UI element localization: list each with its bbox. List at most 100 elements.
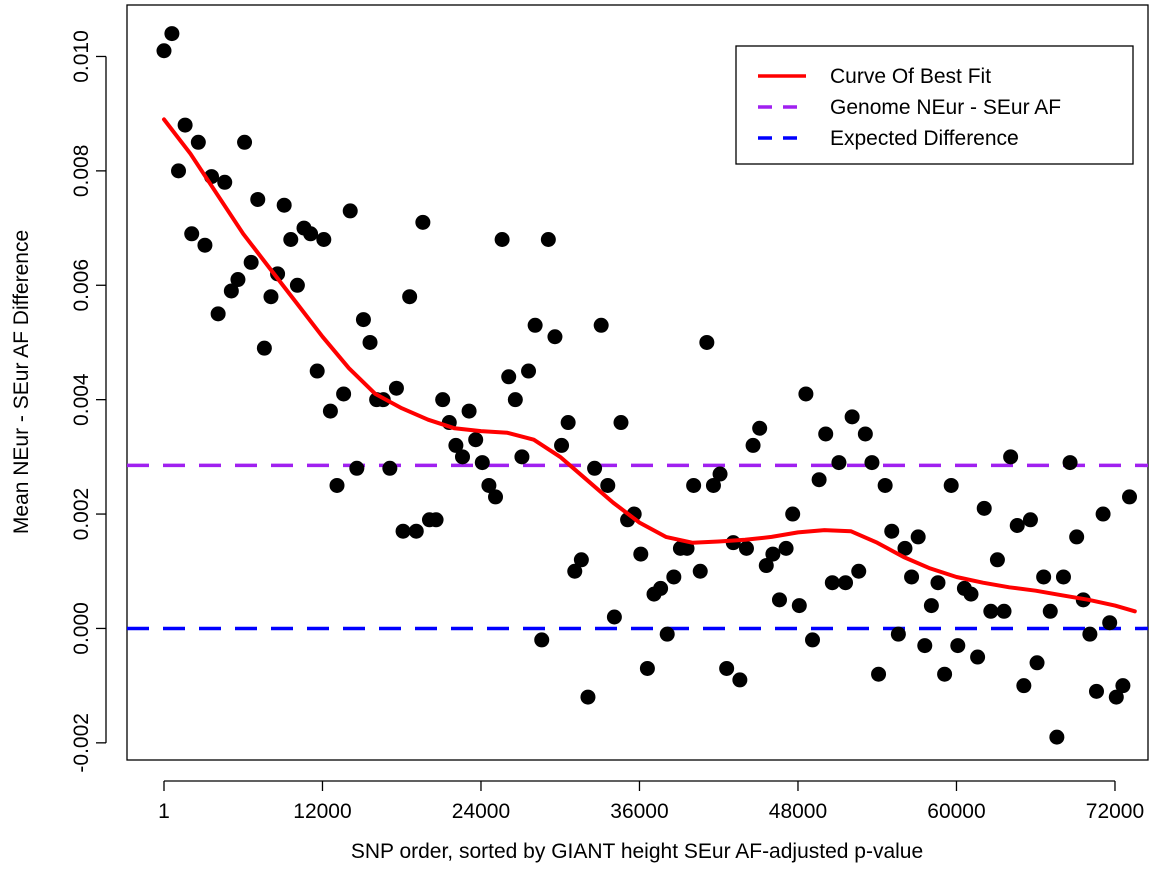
data-point	[890, 626, 906, 642]
data-point	[1122, 489, 1138, 505]
data-point	[1069, 529, 1085, 545]
data-point	[864, 455, 880, 471]
data-point	[263, 289, 279, 305]
data-point	[355, 312, 371, 328]
data-point	[534, 632, 550, 648]
data-point	[989, 552, 1005, 568]
data-point	[976, 500, 992, 516]
data-point	[1062, 455, 1078, 471]
data-point	[805, 632, 821, 648]
data-point	[791, 598, 807, 614]
data-point	[540, 232, 556, 248]
data-point	[428, 512, 444, 528]
x-tick-label: 24000	[452, 800, 510, 823]
data-point	[745, 437, 761, 453]
y-axis-title: Mean NEur - SEur AF Difference	[10, 230, 33, 534]
data-point	[177, 117, 193, 133]
x-tick-label: 60000	[927, 800, 985, 823]
data-point	[884, 523, 900, 539]
data-point	[831, 455, 847, 471]
y-tick-label: 0.008	[70, 145, 93, 198]
data-point	[184, 226, 200, 242]
data-point	[1009, 517, 1025, 533]
data-point	[844, 409, 860, 425]
data-point	[705, 477, 721, 493]
legend-box	[735, 45, 1134, 165]
x-tick-label: 72000	[1086, 800, 1144, 823]
data-point	[230, 272, 246, 288]
y-tick-label: 0.002	[70, 488, 93, 541]
data-point	[461, 403, 477, 419]
data-point	[382, 460, 398, 476]
data-point	[653, 580, 669, 596]
data-point	[1055, 569, 1071, 585]
data-point	[1108, 689, 1124, 705]
x-tick-label: 36000	[610, 800, 668, 823]
legend-label-expected: Expected Difference	[830, 127, 1019, 150]
data-point	[1115, 678, 1131, 694]
data-point	[435, 392, 451, 408]
data-point	[223, 283, 239, 299]
data-point	[494, 232, 510, 248]
data-layer	[127, 26, 1148, 745]
data-point	[276, 197, 292, 213]
data-point	[474, 455, 490, 471]
data-point	[785, 506, 801, 522]
data-point	[659, 626, 675, 642]
data-point	[303, 226, 319, 242]
data-point	[408, 523, 424, 539]
data-point	[316, 232, 332, 248]
data-point	[1088, 683, 1104, 699]
data-point	[527, 317, 543, 333]
data-point	[857, 426, 873, 442]
data-point	[1036, 569, 1052, 585]
data-point	[699, 334, 715, 350]
data-point	[210, 306, 226, 322]
data-point	[289, 277, 305, 293]
data-point	[871, 666, 887, 682]
data-point	[243, 254, 259, 270]
x-axis-title: SNP order, sorted by GIANT height SEur A…	[351, 840, 923, 863]
data-point	[322, 403, 338, 419]
data-point	[454, 449, 470, 465]
data-point	[679, 540, 695, 556]
data-point	[877, 477, 893, 493]
data-point	[388, 380, 404, 396]
legend: Curve Of Best Fit Genome NEur - SEur AF …	[735, 45, 1134, 165]
data-point	[910, 529, 926, 545]
data-point	[798, 386, 814, 402]
data-point	[507, 392, 523, 408]
data-point	[970, 649, 986, 665]
data-point	[606, 609, 622, 625]
data-point	[488, 489, 504, 505]
data-point	[666, 569, 682, 585]
data-point	[256, 340, 272, 356]
data-point	[560, 415, 576, 431]
data-point	[758, 558, 774, 574]
x-tick-label: 12000	[293, 800, 351, 823]
data-point	[171, 163, 187, 179]
data-point	[514, 449, 530, 465]
data-point	[712, 466, 728, 482]
y-tick-label: 0.000	[70, 602, 93, 655]
data-point	[197, 237, 213, 253]
data-point	[270, 266, 286, 282]
data-point	[415, 214, 431, 230]
data-point	[1042, 603, 1058, 619]
data-point	[468, 432, 484, 448]
data-point	[778, 540, 794, 556]
data-point	[1016, 678, 1032, 694]
data-point	[448, 437, 464, 453]
data-point	[719, 660, 735, 676]
y-tick-label: -0.002	[70, 713, 93, 773]
data-point	[897, 540, 913, 556]
data-point	[164, 26, 180, 42]
data-point	[752, 420, 768, 436]
data-point	[587, 460, 603, 476]
data-point	[580, 689, 596, 705]
data-point	[943, 477, 959, 493]
data-point	[1049, 729, 1065, 745]
data-point	[402, 289, 418, 305]
best-fit-curve	[162, 117, 1137, 614]
data-point	[521, 363, 537, 379]
